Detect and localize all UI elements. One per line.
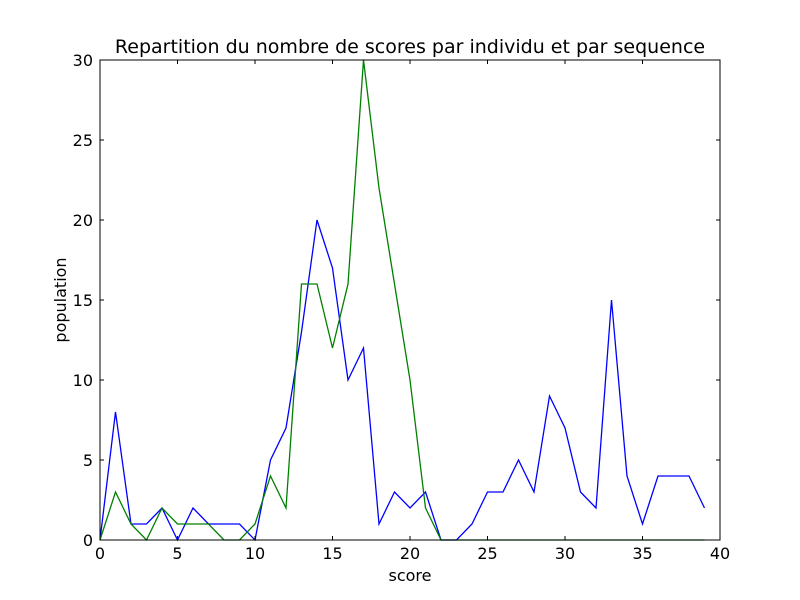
- y-axis-label: population: [51, 257, 70, 342]
- y-tick-label: 10: [73, 371, 93, 390]
- x-tick-label: 30: [555, 544, 575, 563]
- x-tick-label: 35: [632, 544, 652, 563]
- y-tick-label: 15: [73, 291, 93, 310]
- y-tick-label: 20: [73, 211, 93, 230]
- x-tick-label: 20: [400, 544, 420, 563]
- x-tick-label: 40: [710, 544, 730, 563]
- x-tick-label: 5: [172, 544, 182, 563]
- x-axis: 0 5 10 15 20 25 30 35 40: [95, 60, 730, 563]
- y-tick-label: 25: [73, 131, 93, 150]
- series-line-1: [99, 219, 706, 542]
- x-tick-label: 10: [245, 544, 265, 563]
- y-tick-label: 30: [73, 51, 93, 70]
- y-axis: 0 5 10 15 20 25 30: [73, 51, 720, 550]
- y-tick-label: 5: [83, 451, 93, 470]
- x-axis-label: score: [389, 566, 432, 585]
- x-tick-label: 0: [95, 544, 105, 563]
- series-layer: [99, 59, 706, 542]
- x-tick-label: 25: [477, 544, 497, 563]
- y-tick-label: 0: [83, 531, 93, 550]
- series-line-2: [99, 59, 705, 542]
- chart-title: Repartition du nombre de scores par indi…: [115, 36, 705, 58]
- x-tick-label: 15: [322, 544, 342, 563]
- plot-frame: [99, 59, 721, 541]
